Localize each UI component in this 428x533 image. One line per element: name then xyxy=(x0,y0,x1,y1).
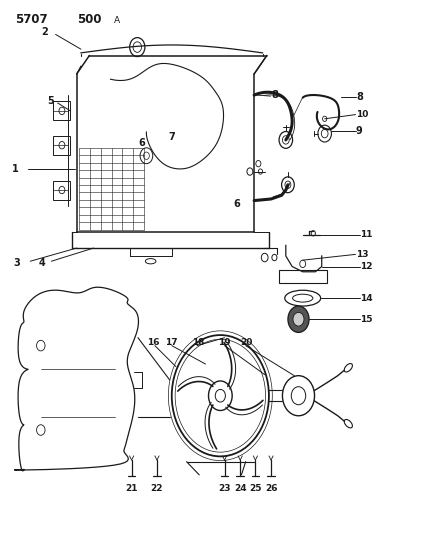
Text: 4: 4 xyxy=(39,258,45,268)
Circle shape xyxy=(288,306,309,333)
Text: 23: 23 xyxy=(218,483,231,492)
Text: 6: 6 xyxy=(233,199,240,209)
Text: 3: 3 xyxy=(13,258,20,268)
Text: 8: 8 xyxy=(271,90,278,100)
Circle shape xyxy=(293,312,304,326)
Text: 13: 13 xyxy=(356,250,369,259)
Text: 15: 15 xyxy=(360,315,373,324)
Text: 25: 25 xyxy=(249,483,262,492)
Text: 21: 21 xyxy=(125,483,138,492)
Text: 16: 16 xyxy=(147,338,160,348)
Text: 17: 17 xyxy=(165,338,178,348)
Text: 8: 8 xyxy=(356,92,363,102)
Text: 5: 5 xyxy=(47,96,54,107)
Text: 14: 14 xyxy=(360,294,373,303)
Text: 7: 7 xyxy=(168,132,175,142)
Text: 1: 1 xyxy=(12,164,19,174)
Text: 2: 2 xyxy=(41,27,48,37)
Text: 24: 24 xyxy=(234,483,247,492)
Text: 20: 20 xyxy=(240,338,253,348)
Text: 6: 6 xyxy=(139,138,146,148)
Text: A: A xyxy=(113,16,119,25)
Text: 12: 12 xyxy=(360,262,373,271)
Text: 5707: 5707 xyxy=(15,13,48,26)
Text: 9: 9 xyxy=(356,126,363,136)
Text: 11: 11 xyxy=(360,230,373,239)
Text: 22: 22 xyxy=(151,483,163,492)
Text: 26: 26 xyxy=(265,483,277,492)
Text: 18: 18 xyxy=(192,338,204,348)
Text: 10: 10 xyxy=(356,110,369,119)
Text: 19: 19 xyxy=(218,338,231,348)
Text: 500: 500 xyxy=(77,13,101,26)
